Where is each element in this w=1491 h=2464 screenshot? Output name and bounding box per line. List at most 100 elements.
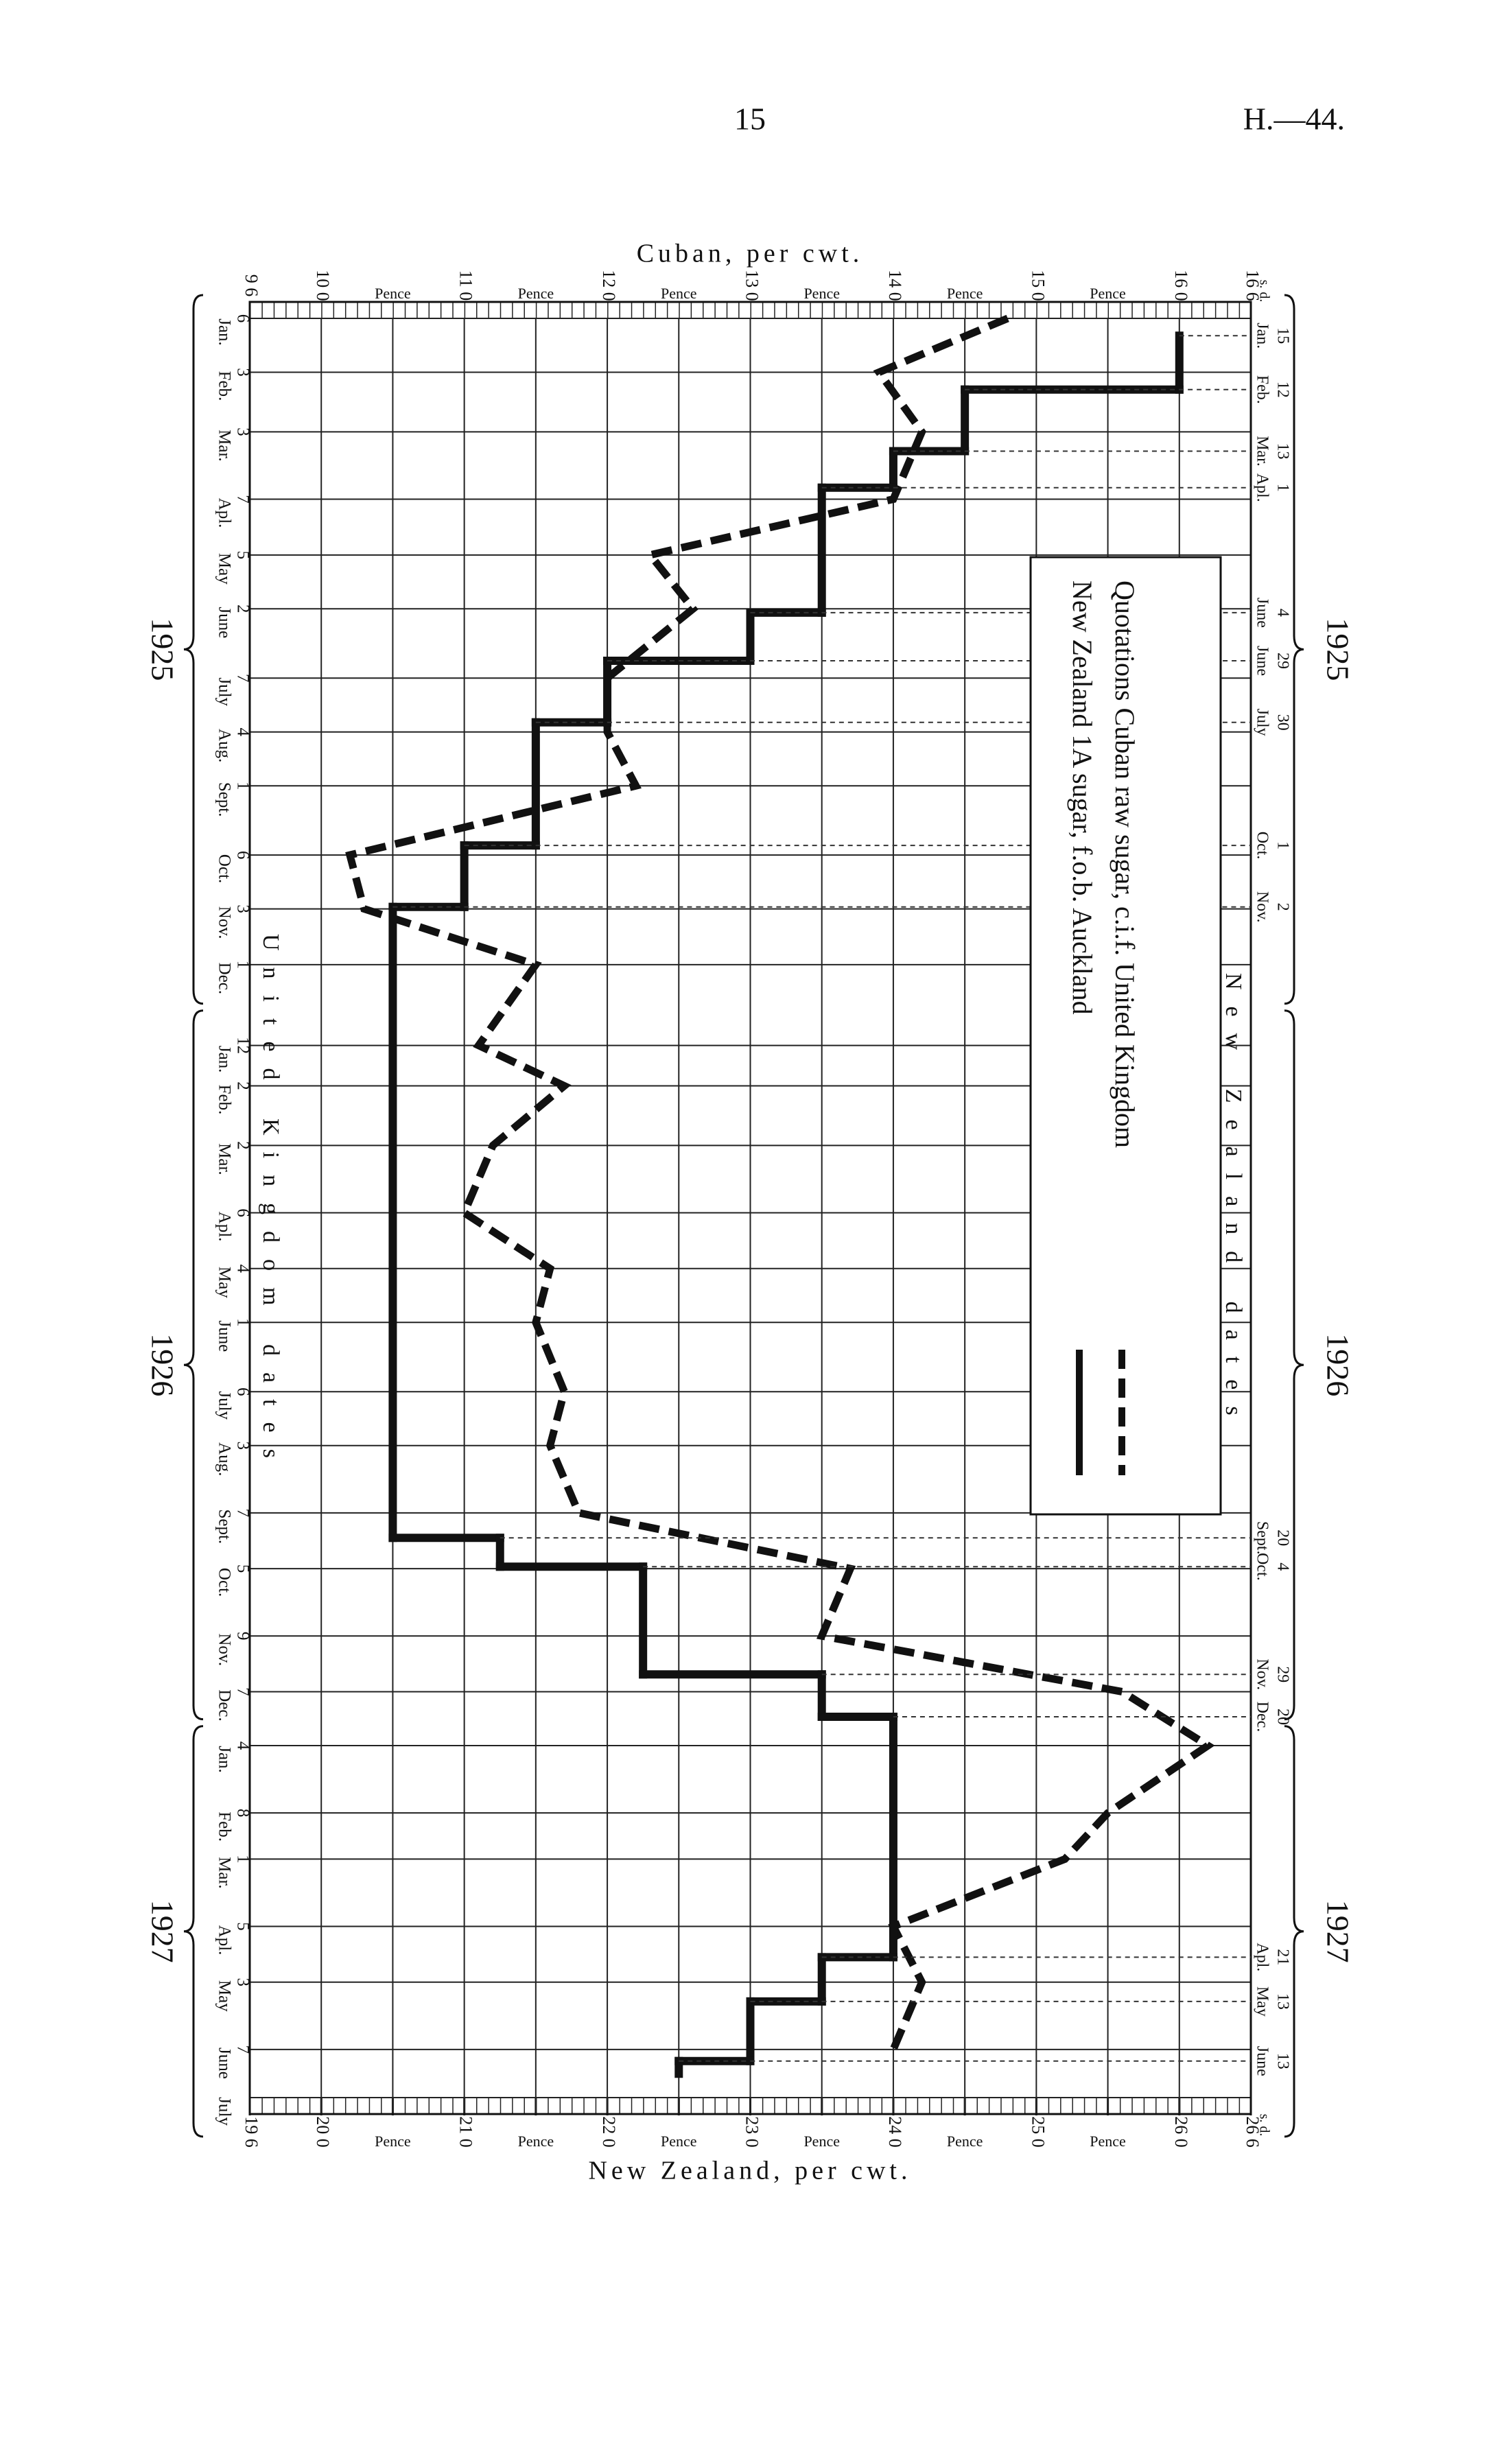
day-label: 5 (233, 551, 252, 560)
x-tick-label: Pence (947, 285, 983, 302)
month-label: Jan. (215, 1046, 233, 1073)
x-tick-label: 9 6 (242, 274, 261, 297)
top-ruler (250, 302, 1251, 319)
nz-month-label: Nov. (1253, 891, 1271, 923)
nz-day-label: 15 (1273, 327, 1291, 344)
nz-day-label: 20 (1273, 1529, 1291, 1546)
day-label: 12 (233, 1037, 252, 1054)
month-label: Jan. (215, 318, 233, 346)
top-axis-title: Cuban, per cwt. (637, 239, 864, 268)
day-label: 2 (233, 605, 252, 613)
x2-tick-label: Pence (518, 2133, 554, 2150)
nz-day-label: 29 (1273, 1666, 1291, 1682)
cuban-line (345, 314, 1215, 2052)
day-label: 7 (233, 1509, 252, 1518)
nz-dates-label: New Zealand dates (1221, 973, 1246, 1432)
nz-month-label: June (1253, 646, 1271, 676)
month-label: Mar. (215, 1143, 233, 1175)
day-label: 3 (233, 368, 252, 377)
x2-tick-label: 24 0 (885, 2116, 905, 2148)
legend-box (1029, 556, 1222, 1516)
nz-day-label: 1 (1273, 841, 1291, 849)
day-label: 3 (233, 427, 252, 436)
day-label: 1 (233, 1318, 252, 1327)
page-number: 15 (734, 102, 766, 137)
month-label: Sept. (215, 1509, 233, 1544)
year-label: 1925 (145, 618, 180, 681)
x2-tick-label: Pence (803, 2133, 840, 2150)
day-label: 3 (233, 904, 252, 913)
nz-day-label: 29 (1273, 653, 1291, 669)
nz-month-label: Dec. (1253, 1702, 1271, 1733)
bottom-ruler (250, 2098, 1251, 2114)
month-label: Aug. (215, 1442, 233, 1476)
x2-tick-label: 19 6 (242, 2116, 261, 2148)
x2-tick-label: Pence (375, 2133, 411, 2150)
x-tick-label: 10 0 (313, 270, 333, 301)
nz-month-label: Oct. (1253, 1553, 1271, 1581)
month-label: Nov. (215, 906, 233, 939)
uk-dates-label: United Kingdom dates (258, 934, 283, 1475)
month-label: Oct. (215, 854, 233, 883)
month-label: Apl. (215, 1212, 233, 1242)
month-label: June (215, 607, 233, 638)
month-label: May (215, 553, 233, 585)
x2-tick-label: 26 6 (1243, 2116, 1263, 2148)
day-label: 7 (233, 2045, 252, 2054)
month-label: July (215, 677, 233, 706)
x2-tick-label: Pence (947, 2133, 983, 2150)
x2-tick-label: 25 0 (1028, 2116, 1048, 2148)
nz-month-label: Feb. (1253, 375, 1271, 404)
day-label: 3 (233, 1441, 252, 1450)
frame (248, 301, 1252, 2115)
nz-month-label: June (1253, 598, 1271, 628)
x-tick-label: Pence (375, 285, 411, 302)
month-label: Feb. (215, 1811, 233, 1842)
day-label: 4 (233, 1741, 252, 1750)
month-label: Feb. (215, 1085, 233, 1115)
year-brace (1284, 1009, 1304, 1721)
nz-month-label: Apl. (1253, 1943, 1271, 1971)
nz-month-label: Mar. (1253, 436, 1271, 467)
month-label: June (215, 1320, 233, 1352)
year-brace (183, 294, 204, 1005)
day-label: 4 (233, 1265, 252, 1274)
month-label: Jan. (215, 1746, 233, 1773)
x2-tick-label: 22 0 (599, 2116, 619, 2148)
bottom-axis-title: New Zealand, per cwt. (588, 2157, 911, 2185)
year-brace (1284, 1725, 1304, 2138)
x-tick-label: 14 0 (885, 270, 905, 301)
day-label: 8 (233, 1809, 252, 1818)
x-tick-label: 15 0 (1028, 270, 1048, 301)
month-label: June (215, 2048, 233, 2079)
unit-label: s. d. (1256, 2114, 1271, 2137)
nz-day-label: 13 (1273, 443, 1291, 459)
month-label: Mar. (215, 1857, 233, 1889)
nz-day-label: 4 (1273, 1562, 1291, 1571)
year-label: 1925 (1320, 618, 1355, 681)
day-label: 2 (233, 1141, 252, 1150)
chart: 9 6 10 0 Pence 11 0 Pence 12 0 Pence 13 0 Pence 1… (145, 270, 1355, 2150)
day-label: 9 (233, 1632, 252, 1641)
nz-month-label: Jan. (1253, 322, 1271, 349)
year-brace (183, 1009, 204, 1721)
x-tick-label: Pence (1090, 285, 1126, 302)
nz-month-label: June (1253, 2046, 1271, 2076)
month-label: Dec. (215, 1689, 233, 1722)
month-label: Apl. (215, 1925, 233, 1956)
month-label: Oct. (215, 1568, 233, 1597)
x2-tick-label: Pence (1090, 2133, 1126, 2150)
month-label: Mar. (215, 430, 233, 462)
month-label: Apl. (215, 498, 233, 528)
day-label: 5 (233, 1564, 252, 1573)
nz-day-label: 1 (1273, 484, 1291, 492)
day-label: 6 (233, 1387, 252, 1396)
day-label: 2 (233, 1081, 252, 1090)
year-brace (1284, 294, 1304, 1005)
day-label: 7 (233, 495, 252, 504)
x-tick-label: 16 6 (1243, 270, 1263, 301)
nz-day-label: 30 (1273, 714, 1291, 731)
nz-month-label: July (1253, 709, 1271, 736)
